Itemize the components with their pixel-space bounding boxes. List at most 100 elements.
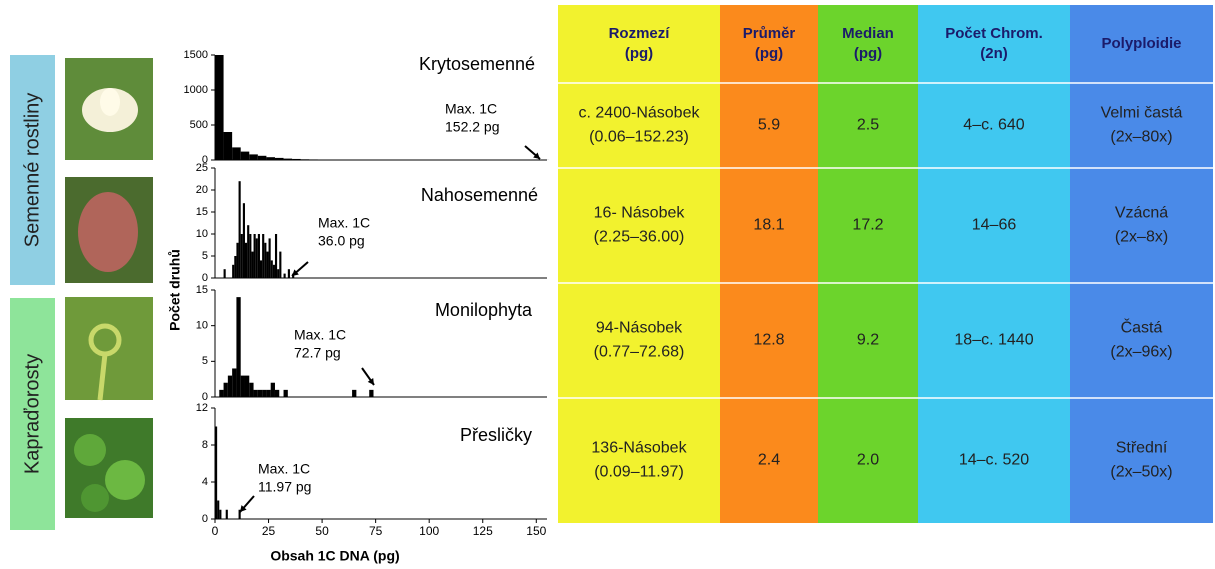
bar	[275, 158, 284, 160]
bar	[266, 252, 268, 278]
bar	[264, 243, 266, 278]
y-tick-label: 500	[190, 119, 208, 131]
bar	[275, 390, 279, 397]
y-tick-label: 10	[196, 228, 208, 240]
y-tick-label: 5	[202, 250, 208, 262]
annotation: Max. 1C	[318, 215, 370, 231]
bar	[215, 427, 217, 520]
table-cell: 9.2	[857, 332, 879, 349]
x-tick-label: 50	[315, 524, 329, 538]
bar	[249, 234, 251, 278]
table-cell: c. 2400-Násobek	[579, 105, 701, 122]
bar	[284, 159, 293, 160]
table-cell: 14–c. 520	[959, 452, 1029, 469]
bar	[224, 132, 233, 160]
table-header: Polyploidie	[1101, 35, 1181, 52]
bar	[245, 243, 247, 278]
bar	[266, 390, 270, 397]
table-header: Median	[842, 25, 894, 42]
bar	[243, 203, 245, 278]
bar	[309, 159, 318, 160]
x-tick-label: 125	[473, 524, 493, 538]
bar	[249, 154, 258, 160]
chart-title: Monilophyta	[435, 300, 533, 320]
bar	[258, 390, 262, 397]
bar	[369, 390, 373, 397]
bar	[352, 390, 356, 397]
table-cell: 5.9	[758, 117, 780, 134]
bar	[256, 238, 258, 278]
table-header: (pg)	[625, 45, 653, 62]
bar	[219, 510, 221, 519]
table-cell: (0.77–72.68)	[594, 344, 685, 361]
bar	[271, 383, 275, 397]
annotation: 36.0 pg	[318, 233, 365, 249]
bar	[284, 390, 288, 397]
bar	[275, 234, 277, 278]
bar	[232, 265, 234, 278]
table-cell: 16- Násobek	[594, 205, 686, 222]
table-cell: 18–c. 1440	[954, 332, 1033, 349]
bar	[241, 376, 245, 397]
bar	[251, 252, 253, 278]
bar	[266, 157, 275, 160]
bar	[217, 501, 219, 520]
y-tick-label: 4	[202, 476, 208, 488]
table-cell: (2x–8x)	[1115, 229, 1168, 246]
bar	[301, 159, 310, 160]
table-cell: 94-Násobek	[596, 320, 683, 337]
table-cell: (2x–50x)	[1110, 464, 1172, 481]
bar	[232, 147, 241, 160]
bar	[249, 383, 253, 397]
photo	[65, 58, 153, 160]
y-tick-label: 10	[196, 320, 208, 332]
x-tick-label: 75	[369, 524, 383, 538]
table-cell: 136-Násobek	[591, 440, 687, 457]
bar	[258, 234, 260, 278]
table-cell: 17.2	[852, 217, 883, 234]
bar	[273, 265, 275, 278]
table-cell: (2x–96x)	[1110, 344, 1172, 361]
bar	[292, 159, 301, 160]
bar	[232, 368, 236, 397]
table-header: (pg)	[854, 45, 882, 62]
chart-title: Nahosemenné	[421, 185, 538, 205]
table-cell: 2.5	[857, 117, 879, 134]
y-tick-label: 5	[202, 355, 208, 367]
bar	[241, 152, 250, 160]
y-tick-label: 20	[196, 184, 208, 196]
bar	[284, 274, 286, 278]
table-cell: (2.25–36.00)	[594, 229, 685, 246]
table-cell: 12.8	[753, 332, 784, 349]
bar	[277, 269, 279, 278]
table-cell: 18.1	[753, 217, 784, 234]
annotation: Max. 1C	[258, 461, 310, 477]
annotation: 72.7 pg	[294, 345, 341, 361]
bar	[226, 510, 228, 519]
bar	[288, 269, 290, 278]
bar	[236, 297, 240, 397]
figure: Semenné rostliny Kapraďorosty Rozmezí(pg…	[0, 0, 1215, 569]
y-tick-label: 15	[196, 284, 208, 296]
table-cell: (0.06–152.23)	[589, 129, 689, 146]
bar	[260, 260, 262, 278]
table-cell: Vzácná	[1115, 205, 1168, 222]
table-cell: (0.09–11.97)	[594, 464, 684, 481]
table-cell: 2.4	[758, 452, 780, 469]
y-tick-label: 8	[202, 439, 208, 451]
y-tick-label: 0	[202, 272, 208, 284]
bar	[262, 234, 264, 278]
bar	[224, 269, 226, 278]
table-cell: Častá	[1121, 318, 1163, 337]
annotation: Max. 1C	[294, 327, 346, 343]
bar	[245, 376, 249, 397]
y-tick-label: 15	[196, 206, 208, 218]
bar	[239, 181, 241, 278]
table-cell: 2.0	[857, 452, 879, 469]
bar	[215, 55, 224, 160]
table-header: Průměr	[743, 25, 796, 42]
y-tick-label: 0	[202, 513, 208, 525]
photo	[65, 418, 153, 518]
bar	[236, 243, 238, 278]
bar	[258, 156, 267, 160]
